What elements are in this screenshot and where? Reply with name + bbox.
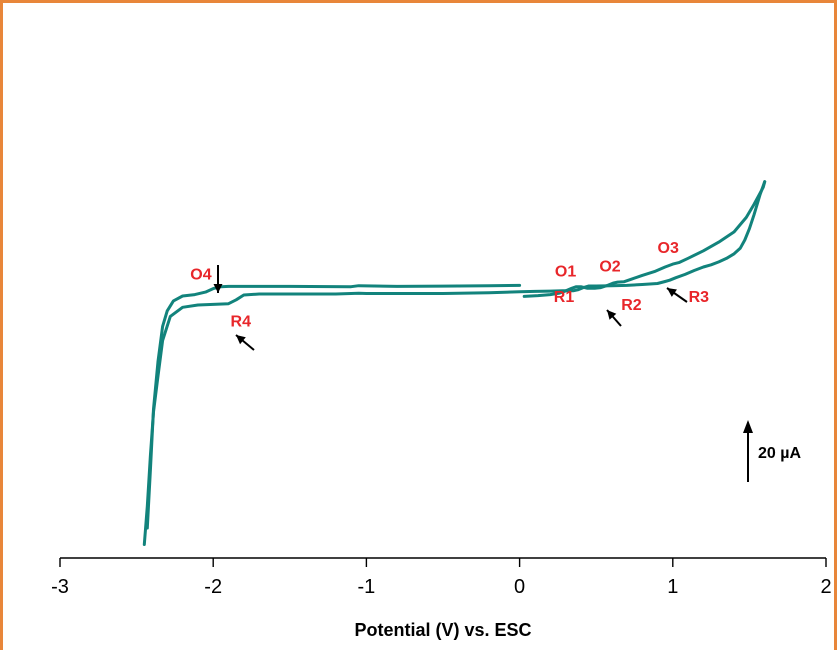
scale-bar-label: 20 µA bbox=[758, 445, 801, 462]
peak-arrowhead-r2 bbox=[607, 310, 617, 320]
peak-arrowhead-o4 bbox=[213, 284, 223, 293]
x-tick-label: -1 bbox=[358, 576, 376, 598]
peak-arrowhead-r4 bbox=[236, 335, 246, 345]
peak-label-o2: O2 bbox=[599, 258, 620, 275]
scale-bar-arrowhead bbox=[743, 420, 753, 433]
cv-trace-segment-3 bbox=[145, 283, 522, 530]
x-tick-label: 0 bbox=[514, 576, 525, 598]
x-tick-label: 1 bbox=[667, 576, 678, 598]
peak-label-r2: R2 bbox=[621, 297, 642, 314]
x-tick-label: -3 bbox=[51, 576, 69, 598]
x-tick-label: 2 bbox=[820, 576, 831, 598]
frame-left-border bbox=[0, 0, 3, 650]
peak-label-r4: R4 bbox=[231, 313, 252, 330]
x-tick-label: -2 bbox=[204, 576, 222, 598]
x-axis-title: Potential (V) vs. ESC bbox=[354, 620, 531, 640]
x-axis-ticks: -3 -2 -1 0 1 2 bbox=[51, 558, 832, 598]
peak-arrowhead-r3 bbox=[667, 288, 677, 297]
voltammogram-curves bbox=[142, 180, 767, 546]
frame-top-border bbox=[0, 0, 837, 3]
cv-trace-segment-1 bbox=[522, 180, 767, 298]
frame-right-border bbox=[834, 0, 837, 650]
peak-label-o4: O4 bbox=[190, 266, 211, 283]
peak-annotations: O1 O2 O3 O4 R1 R2 R3 R4 bbox=[190, 240, 710, 351]
peak-label-o1: O1 bbox=[555, 263, 576, 280]
peak-label-r3: R3 bbox=[689, 289, 710, 306]
current-scale-bar: 20 µA bbox=[743, 420, 801, 482]
peak-label-o3: O3 bbox=[658, 240, 679, 257]
peak-label-r1: R1 bbox=[554, 289, 575, 306]
cv-trace-segment-2 bbox=[142, 180, 767, 546]
